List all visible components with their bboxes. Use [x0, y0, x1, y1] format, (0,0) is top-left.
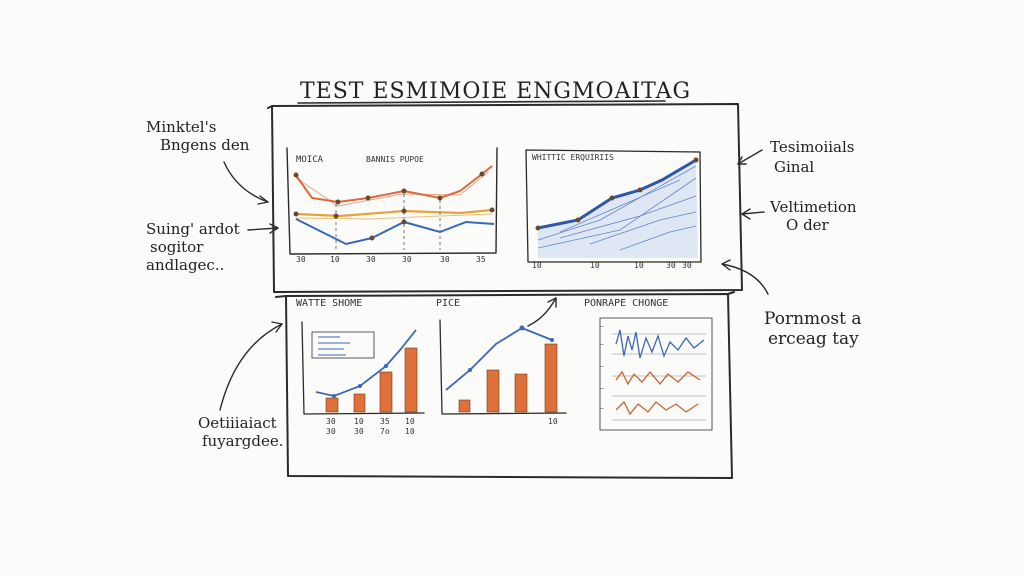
title-underline — [297, 100, 666, 104]
legend-box — [311, 331, 375, 359]
tick: 30 — [366, 255, 376, 264]
panel-title-ponrape: PONRAPE CHONGE — [584, 298, 668, 309]
panel-bottom-left: WATTE SHOME 30 10 35 10 30 30 7o 10 — [296, 298, 425, 436]
area-fill — [538, 160, 698, 258]
svg-text:—: — — [600, 341, 604, 348]
tick: 30 — [666, 261, 676, 270]
bar — [486, 369, 500, 413]
tick: 10 — [532, 261, 542, 270]
arrow-icon — [741, 211, 765, 215]
note-right-mid: O der — [786, 216, 830, 234]
note-right-mid: Veltimetion — [769, 198, 857, 216]
bar — [379, 371, 393, 413]
annotations: Minktel's Bngens den Suing' ardot sogito… — [146, 118, 862, 450]
bar — [544, 343, 558, 413]
bar — [404, 347, 418, 413]
tick: 30 — [296, 255, 306, 264]
arrows — [219, 149, 769, 411]
tick: 10 — [405, 417, 415, 426]
bar — [514, 373, 528, 413]
note-left-mid: Suing' ardot — [146, 220, 240, 238]
arrow-icon — [247, 227, 279, 231]
bar — [458, 399, 471, 413]
arrow-icon — [219, 323, 283, 411]
bar — [325, 397, 339, 413]
note-right-bottom: erceag tay — [768, 329, 859, 349]
arrow-icon — [223, 161, 269, 203]
trend-line — [315, 329, 417, 397]
line-blue — [295, 218, 495, 246]
tick: 30 — [326, 427, 336, 436]
tick: 30 — [402, 255, 412, 264]
bottom-frame — [285, 293, 733, 479]
panel-bottom-mid: PICE 10 — [436, 298, 567, 426]
signal-line-orange — [615, 370, 701, 386]
note-right-top: Ginal — [774, 158, 814, 176]
note-left-mid: andlagec.. — [146, 256, 224, 274]
note-right-bottom: Pornmost a — [764, 309, 862, 329]
tick: 30 — [682, 261, 692, 270]
svg-text:—: — — [600, 405, 604, 412]
tick: 7o — [380, 427, 390, 436]
panel-bottom-right: PONRAPE CHONGE — — — — — — [584, 298, 713, 431]
arrow-icon — [737, 149, 763, 165]
panel-title-whittic: WHITTIC ERQUIRIIS — [532, 153, 614, 162]
area-line — [537, 158, 697, 230]
tick: 10 — [330, 255, 340, 264]
panel-title-moica: MOICA — [296, 155, 324, 165]
tick: 10 — [405, 427, 415, 436]
svg-text:—: — — [600, 363, 604, 370]
panel-top-left: MOICA BANNIS PUPOE 30 10 30 30 30 35 — [286, 147, 498, 264]
arrow-icon — [721, 263, 769, 295]
arrow-icon — [527, 297, 557, 327]
tick: 30 — [440, 255, 450, 264]
panel-title-watte: WATTE SHOME — [296, 298, 362, 309]
tick: 10 — [548, 417, 558, 426]
panel-title-bannis: BANNIS PUPOE — [366, 155, 424, 164]
note-left-bottom: Oetiiiaiact — [198, 414, 277, 432]
svg-text:—: — — [600, 323, 604, 330]
signal-line-blue — [615, 329, 705, 359]
tick: 30 — [326, 417, 336, 426]
signal-line-orange-2 — [615, 400, 699, 416]
note-left-top: Bngens den — [160, 136, 250, 154]
top-frame — [271, 103, 743, 293]
note-left-top: Minktel's — [146, 118, 216, 136]
svg-text:—: — — [600, 385, 604, 392]
tick: 35 — [476, 255, 486, 264]
tick: 35 — [380, 417, 390, 426]
note-right-top: Tesimoiials — [770, 138, 855, 156]
note-left-bottom: fuyargdee. — [202, 432, 284, 450]
note-left-mid: sogitor — [150, 238, 204, 256]
bar — [353, 393, 366, 413]
trend-line — [445, 326, 553, 391]
tick: 10 — [634, 261, 644, 270]
tick: 30 — [354, 427, 364, 436]
sketch-title: TEST ESMIMOIE ENGMOAITAG — [300, 79, 691, 104]
panel-top-right: WHITTIC ERQUIRIIS 10 10 10 30 30 — [525, 149, 702, 270]
tick: 10 — [354, 417, 364, 426]
panel-title-pice: PICE — [436, 298, 460, 309]
tick: 10 — [590, 261, 600, 270]
